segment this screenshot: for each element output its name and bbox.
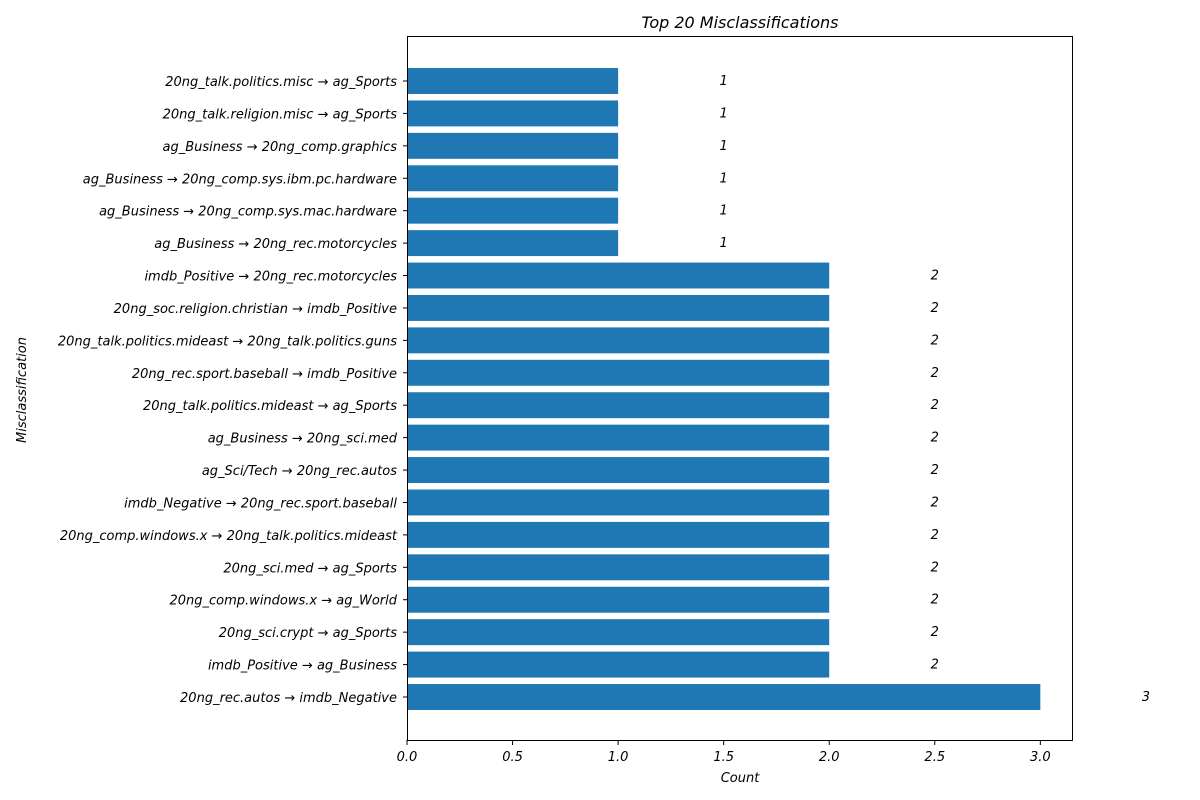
category-label: 20ng_sci.med → ag_Sports [223,561,397,576]
bar [407,165,619,192]
data-label: 2 [931,593,939,608]
x-axis-label: Count [721,771,761,786]
category-label: 20ng_talk.politics.misc → ag_Sports [165,75,397,90]
bar [407,262,830,289]
x-tick-label: 2.0 [819,750,840,765]
x-tick-label: 2.5 [924,750,945,765]
bar [407,392,830,419]
bar [407,424,830,451]
bar [407,68,619,94]
bar [407,489,830,516]
bar [407,521,830,548]
category-label: imdb_Negative → 20ng_rec.sport.baseball [124,496,397,511]
category-label: 20ng_soc.religion.christian → imdb_Posit… [114,302,397,317]
data-label: 2 [931,560,939,575]
bar [407,554,830,581]
category-label: ag_Business → 20ng_sci.med [208,432,398,447]
x-tick-label: 0.5 [502,750,523,765]
x-tick-label: 1.0 [608,750,629,765]
category-label: 20ng_talk.religion.misc → ag_Sports [163,107,398,122]
bar [407,684,1041,710]
bar [407,132,619,159]
data-label: 1 [720,74,728,89]
data-label: 3 [1142,690,1150,705]
category-label: 20ng_comp.windows.x → ag_World [170,594,398,609]
data-label: 2 [931,625,939,640]
y-axis-label: Misclassification [15,337,30,443]
data-label: 1 [720,106,728,121]
bar [407,100,619,127]
data-label: 2 [931,431,939,446]
x-tick-label: 3.0 [1030,750,1051,765]
category-label: ag_Business → 20ng_comp.sys.mac.hardware [99,205,397,220]
category-label: 20ng_sci.crypt → ag_Sports [219,626,398,641]
category-label: 20ng_talk.politics.mideast → 20ng_talk.p… [58,334,397,349]
category-label: imdb_Positive → 20ng_rec.motorcycles [144,270,397,285]
bar [407,619,830,646]
plot-area-frame [407,36,1073,741]
data-label: 2 [931,269,939,284]
data-label: 1 [720,204,728,219]
data-label: 1 [720,139,728,154]
category-label: 20ng_talk.politics.mideast → ag_Sports [143,399,397,414]
category-label: 20ng_comp.windows.x → 20ng_talk.politics… [60,529,398,544]
x-tick-label: 1.5 [713,750,734,765]
category-label: ag_Business → 20ng_comp.graphics [163,140,398,155]
data-label: 2 [931,528,939,543]
category-label: imdb_Positive → ag_Business [208,659,397,674]
bar [407,197,619,224]
bar [407,359,830,386]
category-label: ag_Business → 20ng_rec.motorcycles [154,237,397,252]
data-label: 2 [931,301,939,316]
data-label: 2 [931,658,939,673]
category-label: ag_Sci/Tech → 20ng_rec.autos [202,464,397,479]
bar [407,457,830,484]
bar [407,327,830,354]
data-label: 2 [931,495,939,510]
bar [407,294,830,321]
x-tick-label: 0.0 [397,750,418,765]
bar [407,651,830,678]
data-label: 2 [931,333,939,348]
data-label: 2 [931,463,939,478]
data-label: 1 [720,236,728,251]
category-label: 20ng_rec.autos → imdb_Negative [180,691,397,706]
category-label: ag_Business → 20ng_comp.sys.ibm.pc.hardw… [83,172,397,187]
bars-layer [407,68,1041,710]
bar [407,586,830,613]
data-labels: 1 1 1 1 1 1 2 2 2 2 2 2 2 2 2 2 2 2 2 3 [720,74,1151,705]
category-labels: 20ng_talk.politics.misc → ag_Sports 20ng_… [58,75,407,706]
x-axis-ticks: 0.0 0.5 1.0 1.5 2.0 2.5 3.0 [397,740,1051,765]
bar [407,230,619,257]
data-label: 1 [720,171,728,186]
data-label: 2 [931,366,939,381]
category-label: 20ng_rec.sport.baseball → imdb_Positive [132,367,397,382]
chart-title: Top 20 Misclassifications [642,13,839,32]
data-label: 2 [931,398,939,413]
